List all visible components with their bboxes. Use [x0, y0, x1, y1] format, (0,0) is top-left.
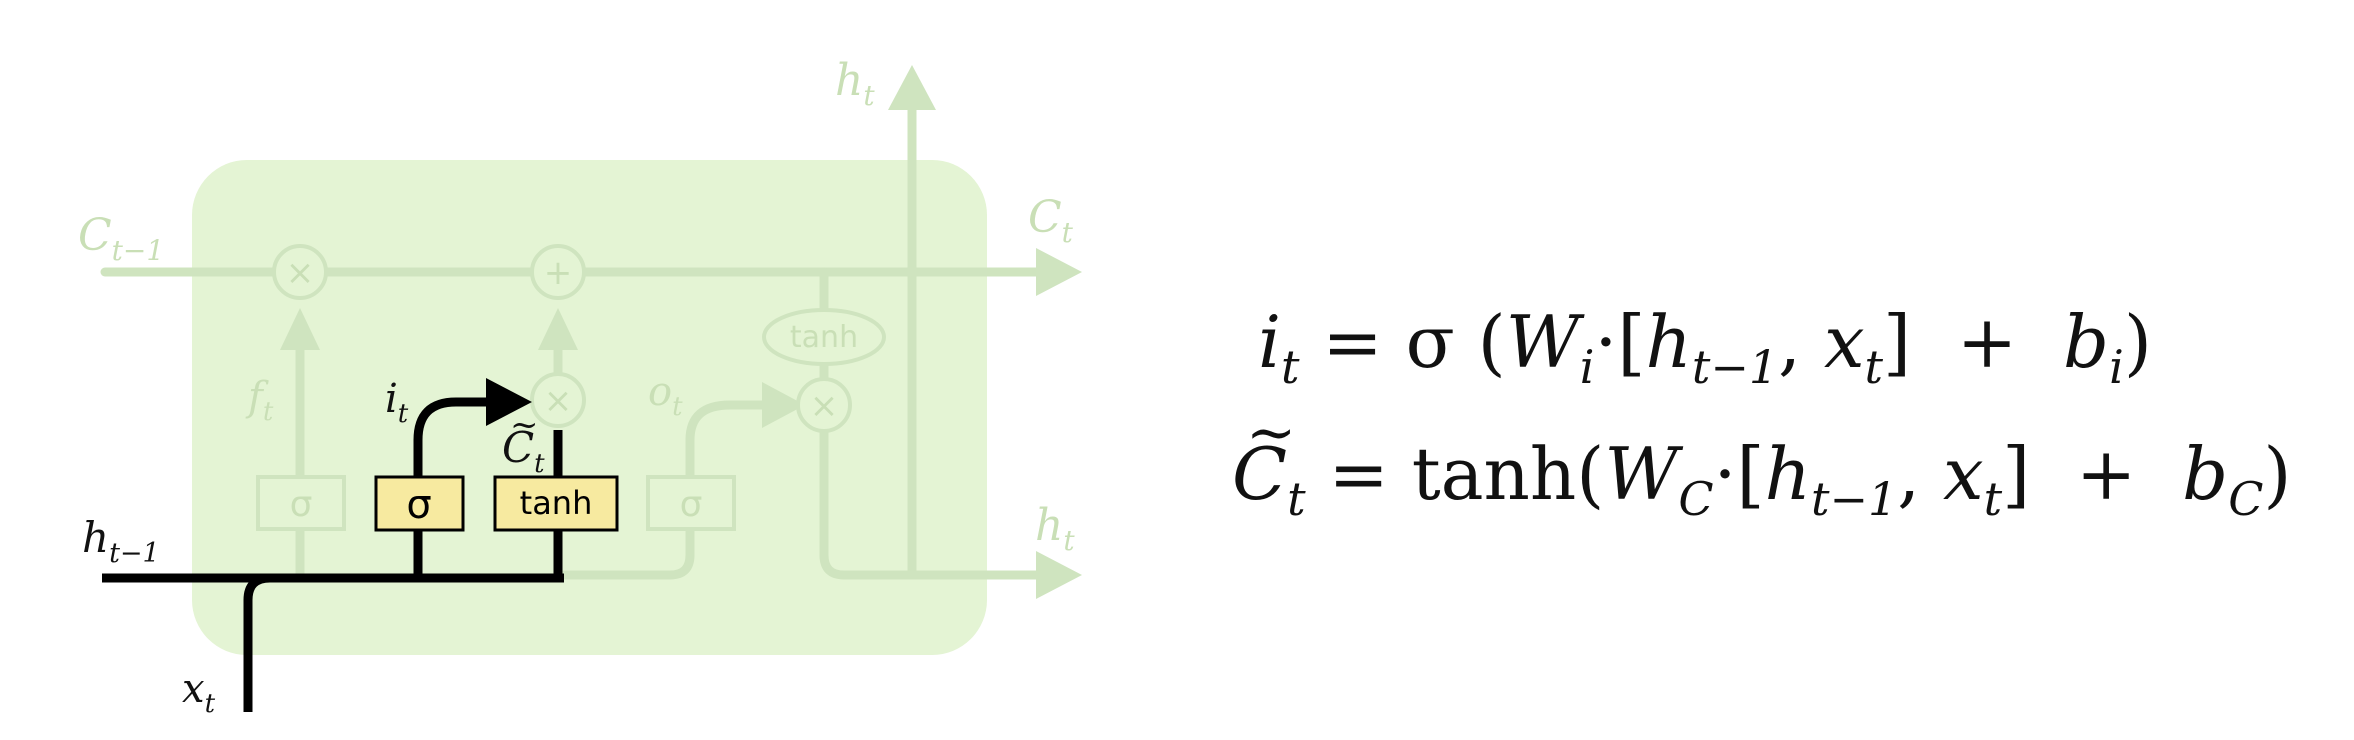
eq1-h-sub: t−1 — [1691, 340, 1779, 395]
output-mult-symbol: × — [810, 386, 839, 426]
eq1-h: h — [1645, 300, 1692, 384]
eq2-plus: ] + — [2002, 432, 2183, 516]
highlight-gates: σ tanh — [374, 475, 619, 532]
eq2-h-sub: t−1 — [1810, 472, 1898, 527]
forget-mult-symbol: × — [286, 253, 315, 293]
eq1-plus: ] + — [1883, 300, 2064, 384]
x-input-label: xt — [182, 666, 216, 719]
eq1-dot: ·[ — [1594, 300, 1646, 384]
c-tilde-label: Ct — [502, 423, 545, 479]
candidate-gate-label: tanh — [520, 484, 593, 522]
c-prev-label: Ct−1 — [78, 210, 164, 267]
pointwise-ops — [272, 244, 886, 433]
input-gate-box — [374, 475, 465, 532]
equation-input-gate: it = σ (Wi·[ht−1, xt] + bi) — [1258, 300, 2152, 390]
eq2-b: b — [2182, 432, 2229, 516]
input-mult-symbol: × — [544, 381, 573, 421]
input-gate-arrowhead — [486, 378, 532, 426]
eq2-lhs-sub: t — [1287, 472, 1306, 527]
eq1-x-sub: t — [1864, 340, 1884, 395]
eq1-w-sub: i — [1579, 340, 1595, 395]
cell-state-arrowhead — [1036, 248, 1082, 296]
forget-gate-label: σ — [290, 484, 313, 525]
input-gate-line — [413, 397, 490, 578]
eq2-close: ) — [2263, 432, 2292, 516]
highlight-labels: ht−1 xt it Ct ~ — [82, 376, 545, 719]
eq2-dot: ·[ — [1713, 432, 1765, 516]
pointwise-symbols: × + × × tanh — [286, 253, 858, 426]
eq2-lhs-wrap: ~ C — [1232, 398, 1296, 516]
output-branch-line — [819, 267, 1045, 580]
forget-gate-box — [256, 475, 346, 531]
output-mult-node — [796, 377, 852, 433]
eq2-tanh: = tanh( — [1305, 432, 1605, 516]
eq1-sigma: = σ ( — [1299, 300, 1506, 384]
eq2-w: W — [1604, 432, 1679, 516]
eq1-w: W — [1505, 300, 1580, 384]
candidate-arrowhead — [538, 308, 578, 350]
o-gate-label: ot — [648, 369, 683, 422]
eq2-h: h — [1764, 432, 1811, 516]
i-gate-label: it — [385, 376, 409, 429]
c-next-label: Ct — [1028, 192, 1074, 249]
lstm-diagram: × + × × tanh σ σ Ct−1 Ct ht ht ft ot σ t… — [78, 55, 1082, 719]
eq2-tilde: ~ — [1246, 398, 1297, 468]
eq2-x: x — [1943, 432, 1984, 516]
output-gate-line — [555, 400, 780, 580]
eq1-b: b — [2063, 300, 2110, 384]
cell-add-node — [530, 244, 586, 300]
faded-arrowheads — [280, 65, 1082, 599]
output-gate-box — [646, 475, 736, 531]
output-tanh-label: tanh — [790, 320, 858, 355]
eq2-comma: , — [1897, 432, 1944, 516]
eq1-b-sub: i — [2109, 340, 2124, 395]
h-top-label: ht — [835, 55, 875, 112]
input-gate-label: σ — [406, 482, 431, 528]
eq1-x: x — [1823, 300, 1865, 384]
h-top-arrowhead — [888, 65, 936, 110]
output-tanh-node — [762, 308, 886, 366]
faded-gates: σ σ — [256, 475, 736, 531]
candidate-gate-box — [493, 475, 619, 532]
eq2-b-sub: C — [2228, 472, 2264, 527]
forget-mult-node — [272, 244, 328, 300]
eq1-comma: , — [1778, 300, 1824, 384]
output-gate-arrowhead — [762, 382, 805, 428]
output-gate-label: σ — [680, 484, 703, 525]
faded-labels: Ct−1 Ct ht ht ft ot — [78, 55, 1075, 557]
x-input-line — [243, 573, 271, 712]
input-mult-node — [530, 372, 586, 428]
eq2-x-sub: t — [1983, 472, 2003, 527]
eq1-lhs: i — [1258, 300, 1282, 384]
equation-candidate: ~ Ct = tanh(WC·[ht−1, xt] + bC) — [1232, 398, 2292, 522]
eq2-w-sub: C — [1678, 472, 1714, 527]
eq2-lhs: C — [1232, 432, 1288, 516]
eq1-lhs-sub: t — [1281, 340, 1300, 395]
c-tilde-mark: ~ — [510, 405, 539, 445]
h-right-label: ht — [1035, 500, 1075, 557]
h-prev-label: ht−1 — [82, 513, 160, 569]
h-right-arrowhead — [1036, 551, 1082, 599]
eq1-close: ) — [2123, 300, 2152, 384]
forget-arrowhead — [280, 308, 320, 350]
cell-add-symbol: + — [544, 253, 573, 293]
